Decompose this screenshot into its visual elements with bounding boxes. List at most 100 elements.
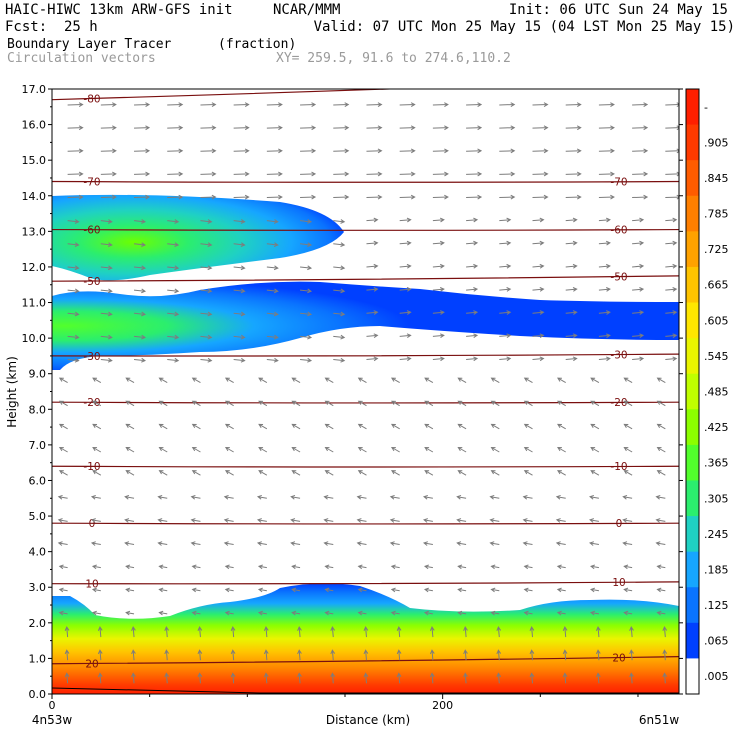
isentrope-label: -30 <box>610 349 627 361</box>
y-tick-label: 2.0 <box>29 617 47 630</box>
isentrope-label: -50 <box>83 276 100 288</box>
y-tick-label: 15.0 <box>22 154 47 167</box>
colorbar-label: .305 <box>704 492 729 505</box>
vector-arrow <box>632 217 645 223</box>
y-tick-label: 12.0 <box>22 261 47 274</box>
vector-arrow <box>330 672 336 684</box>
vector-arrow <box>133 265 147 271</box>
vector-arrow <box>598 263 611 269</box>
vector-arrow <box>190 518 201 523</box>
y-tick-label: 1.0 <box>29 652 47 665</box>
isentrope-label: -80 <box>610 75 627 87</box>
vector-arrow <box>565 356 578 362</box>
vector-arrow <box>623 377 633 384</box>
colorbar: - .905 .845 .785 .725 .665 .605 .545 .485 .425 .36… <box>685 88 729 695</box>
vector-arrow <box>432 240 445 246</box>
vector-arrow <box>91 564 101 570</box>
vector-arrow <box>233 219 246 224</box>
vector-arrow <box>598 310 611 315</box>
vector-arrow <box>100 265 113 271</box>
init-time: Init: 06 UTC Sun 24 May 15 <box>508 2 728 18</box>
y-tick-label: 10.0 <box>22 332 47 345</box>
vector-arrow <box>499 240 512 246</box>
x-axis-label: Distance (km) <box>326 713 410 727</box>
vector-arrow <box>598 125 615 131</box>
vector-arrow <box>291 400 301 407</box>
vector-arrow <box>424 377 434 384</box>
vector-arrow <box>432 287 445 292</box>
vector-arrow <box>522 541 533 546</box>
vector-arrow <box>323 494 334 500</box>
vector-arrow <box>57 494 68 500</box>
vector-arrow <box>390 446 400 453</box>
colorbar-label: .485 <box>704 386 729 399</box>
vector-arrow <box>100 357 113 363</box>
vector-arrow <box>656 377 666 384</box>
vector-arrow <box>565 102 582 107</box>
vector-arrow <box>258 423 268 430</box>
vector-arrow <box>595 672 601 684</box>
valid-time: Valid: 07 UTC Mon 25 May 15 (04 LST Mon … <box>313 19 735 35</box>
vector-arrow <box>366 310 379 315</box>
vector-arrow <box>466 148 483 154</box>
vector-arrow <box>399 287 412 292</box>
vector-arrow <box>324 423 334 430</box>
vector-arrow <box>598 102 615 107</box>
vector-arrow <box>366 217 379 223</box>
vector-arrow <box>432 102 449 107</box>
vector-arrow <box>191 377 201 384</box>
vector-arrow <box>632 240 645 246</box>
vector-arrow <box>665 217 678 223</box>
vector-arrow <box>57 518 68 523</box>
vector-arrow <box>424 470 434 476</box>
vector-arrow <box>300 242 313 247</box>
vector-arrow <box>266 334 279 340</box>
vector-arrow <box>323 518 334 523</box>
vector-arrow <box>92 400 102 407</box>
vector-arrow <box>200 219 213 224</box>
vector-arrow <box>266 194 283 200</box>
vector-arrow <box>366 240 379 246</box>
vector-arrow <box>598 333 611 339</box>
vector-arrow <box>565 171 582 177</box>
vector-arrow <box>595 626 601 638</box>
overlay-name: Circulation vectors <box>7 51 156 66</box>
vector-arrow <box>532 171 549 177</box>
isentrope-label: 20 <box>85 658 98 670</box>
vector-arrow <box>64 626 70 638</box>
vector-arrow <box>490 377 500 384</box>
vector-arrow <box>589 518 600 523</box>
vector-arrow <box>64 649 70 661</box>
vector-arrow <box>297 649 302 661</box>
vector-arrow <box>258 400 268 407</box>
vector-arrow <box>665 356 678 362</box>
vector-arrow <box>134 171 151 177</box>
vector-arrow <box>523 587 533 593</box>
vector-arrow <box>629 626 634 638</box>
vector-arrow <box>499 125 516 131</box>
vector-arrow <box>622 541 633 546</box>
vector-arrow <box>167 357 180 363</box>
vector-arrow <box>333 288 346 294</box>
vector-arrow <box>490 587 500 593</box>
vector-arrow <box>133 219 147 224</box>
vector-arrow <box>466 125 483 131</box>
vector-arrow <box>665 333 678 339</box>
vector-arrow <box>333 194 350 200</box>
vector-arrow <box>424 400 434 407</box>
isentrope-line <box>52 465 679 468</box>
vector-arrow <box>499 287 512 292</box>
y-tick-label: 5.0 <box>29 510 47 523</box>
vector-arrow <box>357 564 367 570</box>
vector-arrow <box>522 494 533 500</box>
vector-arrow <box>191 610 201 616</box>
vector-arrow <box>399 194 416 200</box>
vector-arrow <box>125 610 135 616</box>
vector-arrow <box>190 541 201 546</box>
vector-arrow <box>429 672 435 684</box>
vector-arrow <box>665 125 679 131</box>
vector-arrow <box>197 672 203 684</box>
vector-arrow <box>590 377 600 384</box>
vector-arrow <box>390 470 400 476</box>
vector-arrow <box>357 470 367 476</box>
